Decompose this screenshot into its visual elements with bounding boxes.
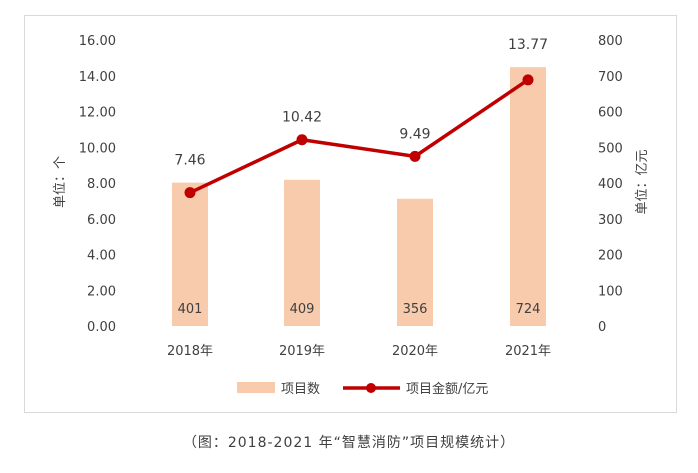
- right-tick-label: 0: [598, 320, 606, 335]
- line-point-2018年: [184, 187, 196, 199]
- line-point-2020年: [409, 150, 421, 162]
- line-data-label: 10.42: [282, 110, 322, 126]
- left-tick-label: 10.00: [79, 141, 116, 156]
- right-tick-label: 200: [598, 249, 623, 264]
- legend-line-marker: [366, 383, 376, 393]
- right-tick-label: 100: [598, 284, 623, 299]
- legend-bar-swatch: [237, 382, 275, 393]
- bar-2019年: [284, 179, 320, 326]
- legend-line-label: 项目金额/亿元: [406, 381, 488, 397]
- category-label: 2020年: [392, 344, 438, 359]
- category-label: 2019年: [279, 344, 325, 359]
- left-tick-label: 0.00: [87, 320, 116, 335]
- bar-2020年: [397, 198, 433, 326]
- right-tick-label: 400: [598, 177, 623, 192]
- bar-data-label: 724: [516, 302, 541, 317]
- labels-layer: 401 409 356 724 7.46 10.42 9.49 13.77: [174, 37, 548, 317]
- bars-layer: [172, 67, 546, 327]
- legend-bar-label: 项目数: [281, 382, 320, 397]
- left-tick-label: 14.00: [79, 70, 116, 85]
- bar-data-label: 409: [290, 302, 315, 317]
- line-data-label: 7.46: [174, 153, 205, 169]
- line-layer: [184, 74, 534, 199]
- right-tick-label: 300: [598, 213, 623, 228]
- line-data-label: 13.77: [508, 37, 548, 53]
- right-axis-title: 单位：亿元: [635, 149, 650, 214]
- line-point-2019年: [296, 134, 308, 146]
- left-tick-label: 2.00: [87, 284, 116, 299]
- left-tick-label: 16.00: [79, 34, 116, 49]
- left-tick-label: 6.00: [87, 213, 116, 228]
- category-label: 2018年: [167, 344, 213, 359]
- left-tick-label: 12.00: [79, 106, 116, 121]
- legend: 项目数 项目金额/亿元: [237, 381, 488, 397]
- bar-2021年: [510, 67, 546, 327]
- category-label: 2021年: [505, 344, 551, 359]
- left-axis-title: 单位：个: [53, 156, 68, 208]
- ticks-layer: 0.00 2.00 4.00 6.00 8.00 10.00 12.00 14.00 16.00…: [79, 34, 623, 359]
- line-point-2021年: [522, 74, 534, 86]
- chart-frame: [24, 15, 677, 413]
- left-tick-label: 8.00: [87, 177, 116, 192]
- right-tick-label: 600: [598, 106, 623, 121]
- bar-data-label: 356: [403, 302, 428, 317]
- bar-2018年: [172, 182, 208, 326]
- right-tick-label: 700: [598, 70, 623, 85]
- bar-data-label: 401: [178, 302, 203, 317]
- chart-svg: 单位：个 单位：亿元 0.00 2.00 4.00 6.00 8.00 10.00 12.0…: [53, 34, 650, 397]
- line-series: [189, 78, 529, 195]
- figure-caption: （图：2018-2021 年“智慧消防”项目规模统计）: [182, 435, 516, 451]
- left-tick-label: 4.00: [87, 249, 116, 264]
- right-tick-label: 800: [598, 34, 623, 49]
- right-tick-label: 500: [598, 141, 623, 156]
- line-data-label: 9.49: [399, 126, 430, 142]
